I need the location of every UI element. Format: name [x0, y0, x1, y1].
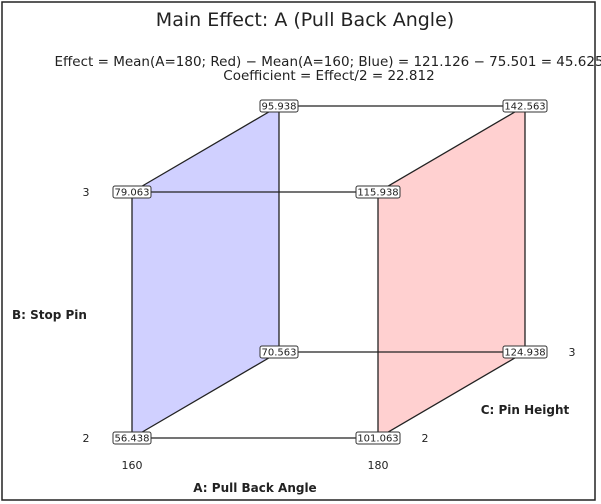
- corner-value-a160-b3-c2: 79.063: [112, 185, 152, 199]
- svg-text:95.938: 95.938: [262, 102, 297, 113]
- coefficient-formula: Coefficient = Effect/2 = 22.812: [223, 68, 434, 84]
- corner-value-a180-b3-c2: 115.938: [355, 185, 401, 199]
- b-low-level-label: 2: [83, 432, 90, 445]
- svg-text:70.563: 70.563: [262, 348, 297, 359]
- svg-text:79.063: 79.063: [115, 188, 150, 199]
- b-high-level-label: 3: [83, 186, 90, 199]
- svg-text:142.563: 142.563: [504, 102, 545, 113]
- a-low-level-label: 160: [122, 459, 143, 472]
- svg-text:124.938: 124.938: [504, 348, 545, 359]
- factor-b-label: B: Stop Pin: [12, 308, 87, 322]
- figure-title: Main Effect: A (Pull Back Angle): [156, 9, 454, 31]
- corner-value-a180-b3-c3: 142.563: [502, 99, 548, 113]
- c-low-level-label: 2: [422, 432, 429, 445]
- a-high-level-label: 180: [368, 459, 389, 472]
- c-high-level-label: 3: [569, 346, 576, 359]
- high-level-face: [378, 106, 525, 438]
- svg-text:56.438: 56.438: [115, 434, 150, 445]
- low-level-face: [132, 106, 279, 438]
- corner-value-a160-b2-c2: 56.438: [112, 431, 152, 445]
- corner-value-a180-b2-c2: 101.063: [355, 431, 401, 445]
- cube-edges: [131, 105, 526, 439]
- factor-a-label: A: Pull Back Angle: [193, 481, 316, 495]
- svg-text:115.938: 115.938: [357, 188, 398, 199]
- effect-formula: Effect = Mean(A=180; Red) − Mean(A=160; …: [54, 54, 601, 70]
- factor-c-label: C: Pin Height: [481, 403, 570, 417]
- corner-value-a160-b2-c3: 70.563: [259, 345, 299, 359]
- corner-value-a180-b2-c3: 124.938: [502, 345, 548, 359]
- svg-text:101.063: 101.063: [357, 434, 398, 445]
- corner-value-a160-b3-c3: 95.938: [259, 99, 299, 113]
